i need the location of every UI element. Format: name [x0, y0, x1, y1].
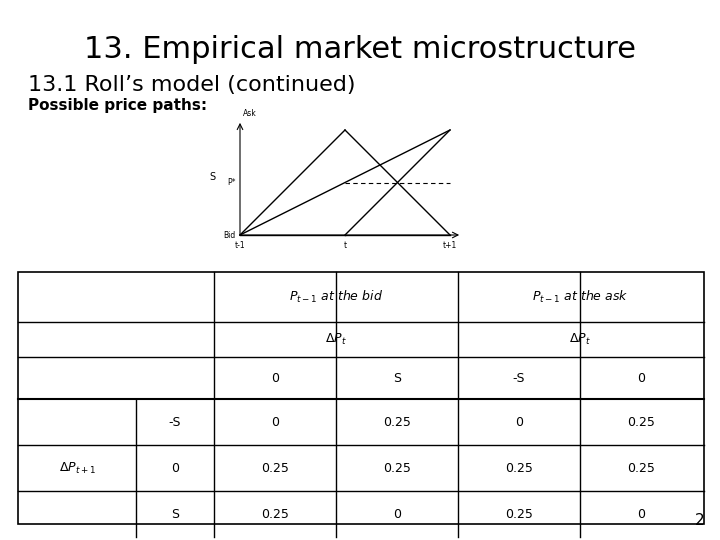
Text: 0: 0: [271, 372, 279, 384]
Text: t: t: [343, 241, 346, 250]
Text: 0: 0: [171, 462, 179, 475]
Text: 13.1 Roll’s model (continued): 13.1 Roll’s model (continued): [28, 75, 356, 95]
Text: 2: 2: [694, 513, 704, 528]
Text: S: S: [209, 172, 215, 183]
Text: S: S: [171, 508, 179, 521]
Text: 0: 0: [271, 415, 279, 429]
Text: $\Delta P_t$: $\Delta P_t$: [569, 332, 591, 347]
Bar: [18, 272, 704, 524]
Text: 0: 0: [393, 508, 401, 521]
Text: $P_{t-1}$ at the bid: $P_{t-1}$ at the bid: [289, 289, 383, 305]
Text: Ask: Ask: [243, 109, 257, 118]
Text: $P_{t-1}$ at the ask: $P_{t-1}$ at the ask: [532, 289, 629, 305]
Text: t+1: t+1: [443, 241, 457, 250]
Text: Bid: Bid: [224, 231, 236, 240]
Text: -S: -S: [513, 372, 526, 384]
Text: P*: P*: [228, 178, 236, 187]
Text: 0.25: 0.25: [505, 462, 533, 475]
Text: 13. Empirical market microstructure: 13. Empirical market microstructure: [84, 35, 636, 64]
Text: 0.25: 0.25: [261, 508, 289, 521]
Text: 0.25: 0.25: [505, 508, 533, 521]
Text: 0.25: 0.25: [383, 415, 411, 429]
Text: Possible price paths:: Possible price paths:: [28, 98, 207, 113]
Text: 0.25: 0.25: [627, 415, 655, 429]
Text: $\Delta P_t$: $\Delta P_t$: [325, 332, 347, 347]
Text: 0.25: 0.25: [383, 462, 411, 475]
Text: -S: -S: [168, 415, 181, 429]
Text: t-1: t-1: [235, 241, 246, 250]
Text: 0: 0: [637, 372, 645, 384]
Text: S: S: [393, 372, 401, 384]
Text: 0.25: 0.25: [261, 462, 289, 475]
Text: 0: 0: [637, 508, 645, 521]
Text: 0.25: 0.25: [627, 462, 655, 475]
Text: 0: 0: [515, 415, 523, 429]
Text: $\Delta P_{t+1}$: $\Delta P_{t+1}$: [58, 461, 96, 476]
